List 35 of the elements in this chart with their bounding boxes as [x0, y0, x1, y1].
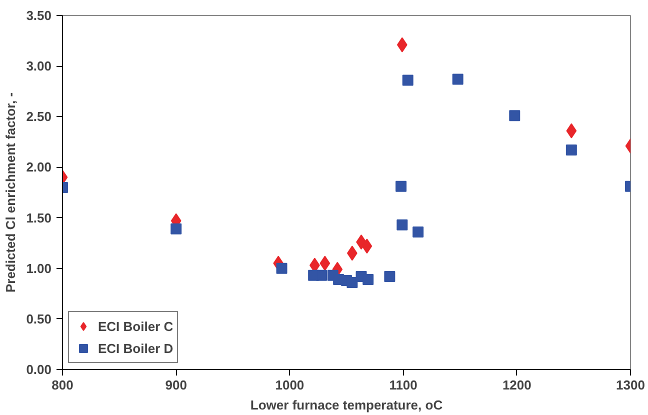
legend-label: ECI Boiler C — [98, 318, 174, 334]
y-tick-label: 3.00 — [26, 58, 52, 74]
point — [566, 123, 577, 138]
point — [509, 110, 520, 122]
point — [170, 223, 182, 234]
y-tick-label: 1.50 — [26, 210, 52, 226]
point — [362, 274, 374, 285]
point — [320, 256, 330, 271]
point — [452, 74, 464, 85]
point — [316, 270, 328, 281]
x-tick-label: 1200 — [502, 378, 532, 392]
point — [402, 74, 414, 86]
y-tick-label: 0.50 — [26, 311, 52, 326]
x-axis-title: Lower furnace temperature, oC — [250, 398, 444, 412]
point — [412, 226, 424, 238]
y-tick-label: 0.00 — [26, 362, 52, 377]
x-tick-label: 900 — [165, 378, 187, 392]
y-tick-label: 2.50 — [26, 109, 52, 124]
point — [396, 219, 408, 230]
x-tick-label: 800 — [52, 378, 74, 392]
y-axis-title: Predicted Cl enrichment factor, - — [3, 92, 18, 293]
point — [276, 262, 288, 274]
point — [362, 238, 372, 254]
y-tick-label: 3.50 — [26, 8, 52, 23]
legend-label: ECI Boiler D — [98, 340, 174, 356]
y-tick-label: 1.00 — [26, 260, 52, 276]
y-tick-label: 2.00 — [26, 160, 52, 175]
point — [346, 277, 358, 288]
x-tick-label: 1100 — [389, 378, 418, 392]
x-tick-label: 1000 — [275, 378, 304, 392]
point — [566, 144, 577, 156]
point — [396, 180, 407, 192]
point — [384, 270, 396, 282]
x-tick-label: 1300 — [616, 378, 645, 392]
point — [396, 37, 408, 52]
